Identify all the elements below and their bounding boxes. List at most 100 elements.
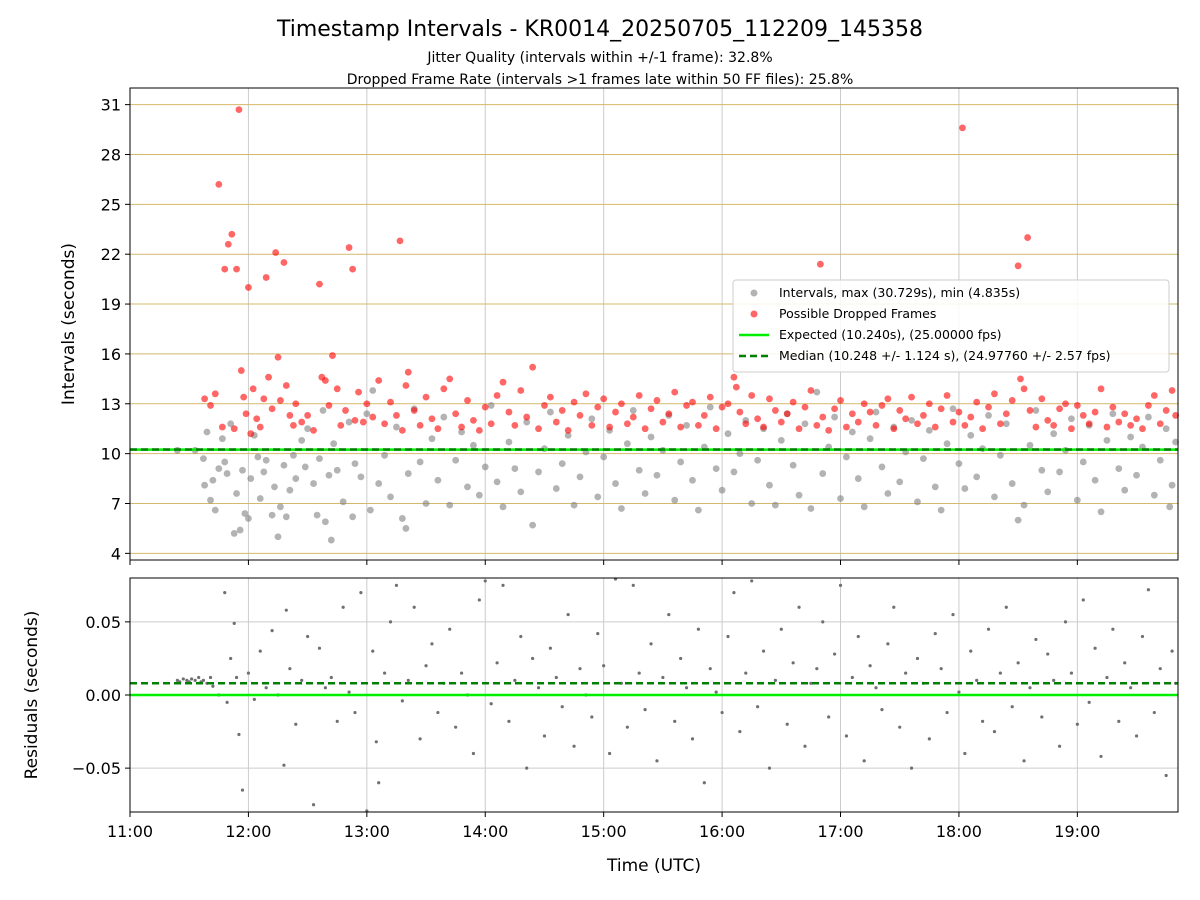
residual-point [382, 671, 387, 675]
dropped-frame-point [671, 388, 679, 396]
dropped-frame-point [262, 274, 270, 281]
residual-point [602, 664, 606, 668]
residual-point [1028, 686, 1032, 690]
interval-point [736, 450, 744, 458]
dropped-frame-point [272, 249, 280, 256]
dropped-frame-point [872, 421, 880, 429]
interval-point [908, 416, 915, 424]
residual-point [197, 675, 201, 680]
interval-point [991, 493, 998, 501]
x-tick-label: 16:00 [699, 822, 745, 841]
interval-point [647, 433, 655, 441]
dropped-frame-point [505, 408, 513, 416]
legend-box [732, 279, 1170, 373]
residual-point [329, 675, 333, 680]
residual-point [596, 631, 600, 636]
residual-point [874, 686, 878, 690]
interval-point [552, 485, 560, 492]
dropped-frame-point [724, 400, 732, 408]
interval-point [233, 490, 240, 497]
residual-point [838, 583, 843, 587]
dropped-frame-point [410, 407, 418, 414]
dropped-frame-point [665, 410, 673, 418]
residual-point [1022, 759, 1026, 763]
dropped-frame-point [1073, 402, 1081, 409]
interval-point [961, 485, 969, 492]
residual-point [1040, 715, 1044, 719]
interval-point [280, 461, 288, 469]
residual-point [536, 686, 541, 690]
interval-point [1115, 465, 1123, 472]
dropped-frame-point [387, 398, 394, 406]
interval-point [546, 408, 554, 416]
residual-point [779, 627, 783, 631]
interval-point [789, 461, 797, 469]
residual-point [761, 649, 766, 653]
dropped-frame-point [218, 423, 226, 431]
residual-point [288, 667, 292, 671]
dropped-frame-point [959, 124, 966, 132]
interval-point [1168, 481, 1176, 489]
dropped-frame-point [215, 180, 223, 188]
residual-point [371, 649, 375, 653]
residual-point [454, 725, 458, 729]
interval-point [375, 480, 383, 487]
dropped-frame-point [282, 382, 290, 389]
interval-point [207, 496, 214, 504]
interval-point [985, 412, 992, 419]
dropped-frame-point [789, 398, 797, 406]
residual-point [560, 705, 564, 709]
intervals-x-ticks [129, 560, 1078, 565]
residual-point [915, 656, 920, 661]
interval-point [201, 481, 209, 489]
dropped-frame-point [558, 407, 566, 414]
dropped-frame-point [771, 407, 779, 414]
residuals-panel: −0.050.000.05 11:00 12:00 13:00 14:00 15:00 1… [22, 577, 1179, 876]
residual-point [1111, 627, 1115, 631]
residual-point [756, 705, 760, 709]
interval-point [766, 481, 773, 489]
residual-point [519, 634, 523, 639]
residuals-y-axis-label: Residuals (seconds) [22, 611, 42, 780]
interval-point [943, 440, 951, 448]
dropped-frame-point [1044, 416, 1052, 424]
residual-point [708, 667, 712, 671]
residual-point [1123, 661, 1127, 665]
residual-point [554, 675, 558, 680]
dropped-frame-point [363, 400, 371, 408]
interval-point [211, 506, 219, 514]
interval-point [529, 521, 537, 529]
residual-point [193, 678, 197, 682]
legend-expected-label: Expected (10.240s), (25.00000 fps) [779, 327, 1001, 342]
interval-point [499, 503, 507, 511]
interval-point [866, 435, 874, 443]
residual-point [898, 725, 902, 729]
interval-point [1109, 410, 1117, 418]
dropped-frame-point [1109, 403, 1117, 411]
residual-point [1004, 605, 1008, 609]
dropped-frame-point [268, 405, 276, 413]
intervals-y-ticks: 4 7 10 13 16 19 22 25 28 31 [101, 96, 130, 563]
interval-point [848, 428, 856, 436]
dropped-frame-point [1091, 408, 1099, 416]
interval-point [718, 486, 726, 494]
interval-point [695, 506, 702, 514]
x-axis-label: Time (UTC) [606, 856, 701, 876]
interval-point [316, 455, 323, 463]
interval-point [635, 466, 643, 474]
residual-point [1105, 675, 1109, 680]
residual-point [525, 766, 529, 770]
interval-point [730, 468, 738, 476]
x-tick-label: 11:00 [107, 822, 153, 841]
interval-point [1044, 488, 1052, 496]
interval-point [434, 476, 442, 484]
interval-point [517, 488, 525, 496]
interval-point [677, 458, 685, 466]
dropped-frame-point [943, 392, 951, 399]
dropped-frame-point [393, 412, 400, 419]
residual-point [1010, 705, 1014, 709]
dropped-frame-point [700, 412, 708, 419]
dropped-frame-point [428, 415, 436, 423]
dropped-frame-point [398, 426, 406, 434]
residual-point [649, 642, 653, 646]
